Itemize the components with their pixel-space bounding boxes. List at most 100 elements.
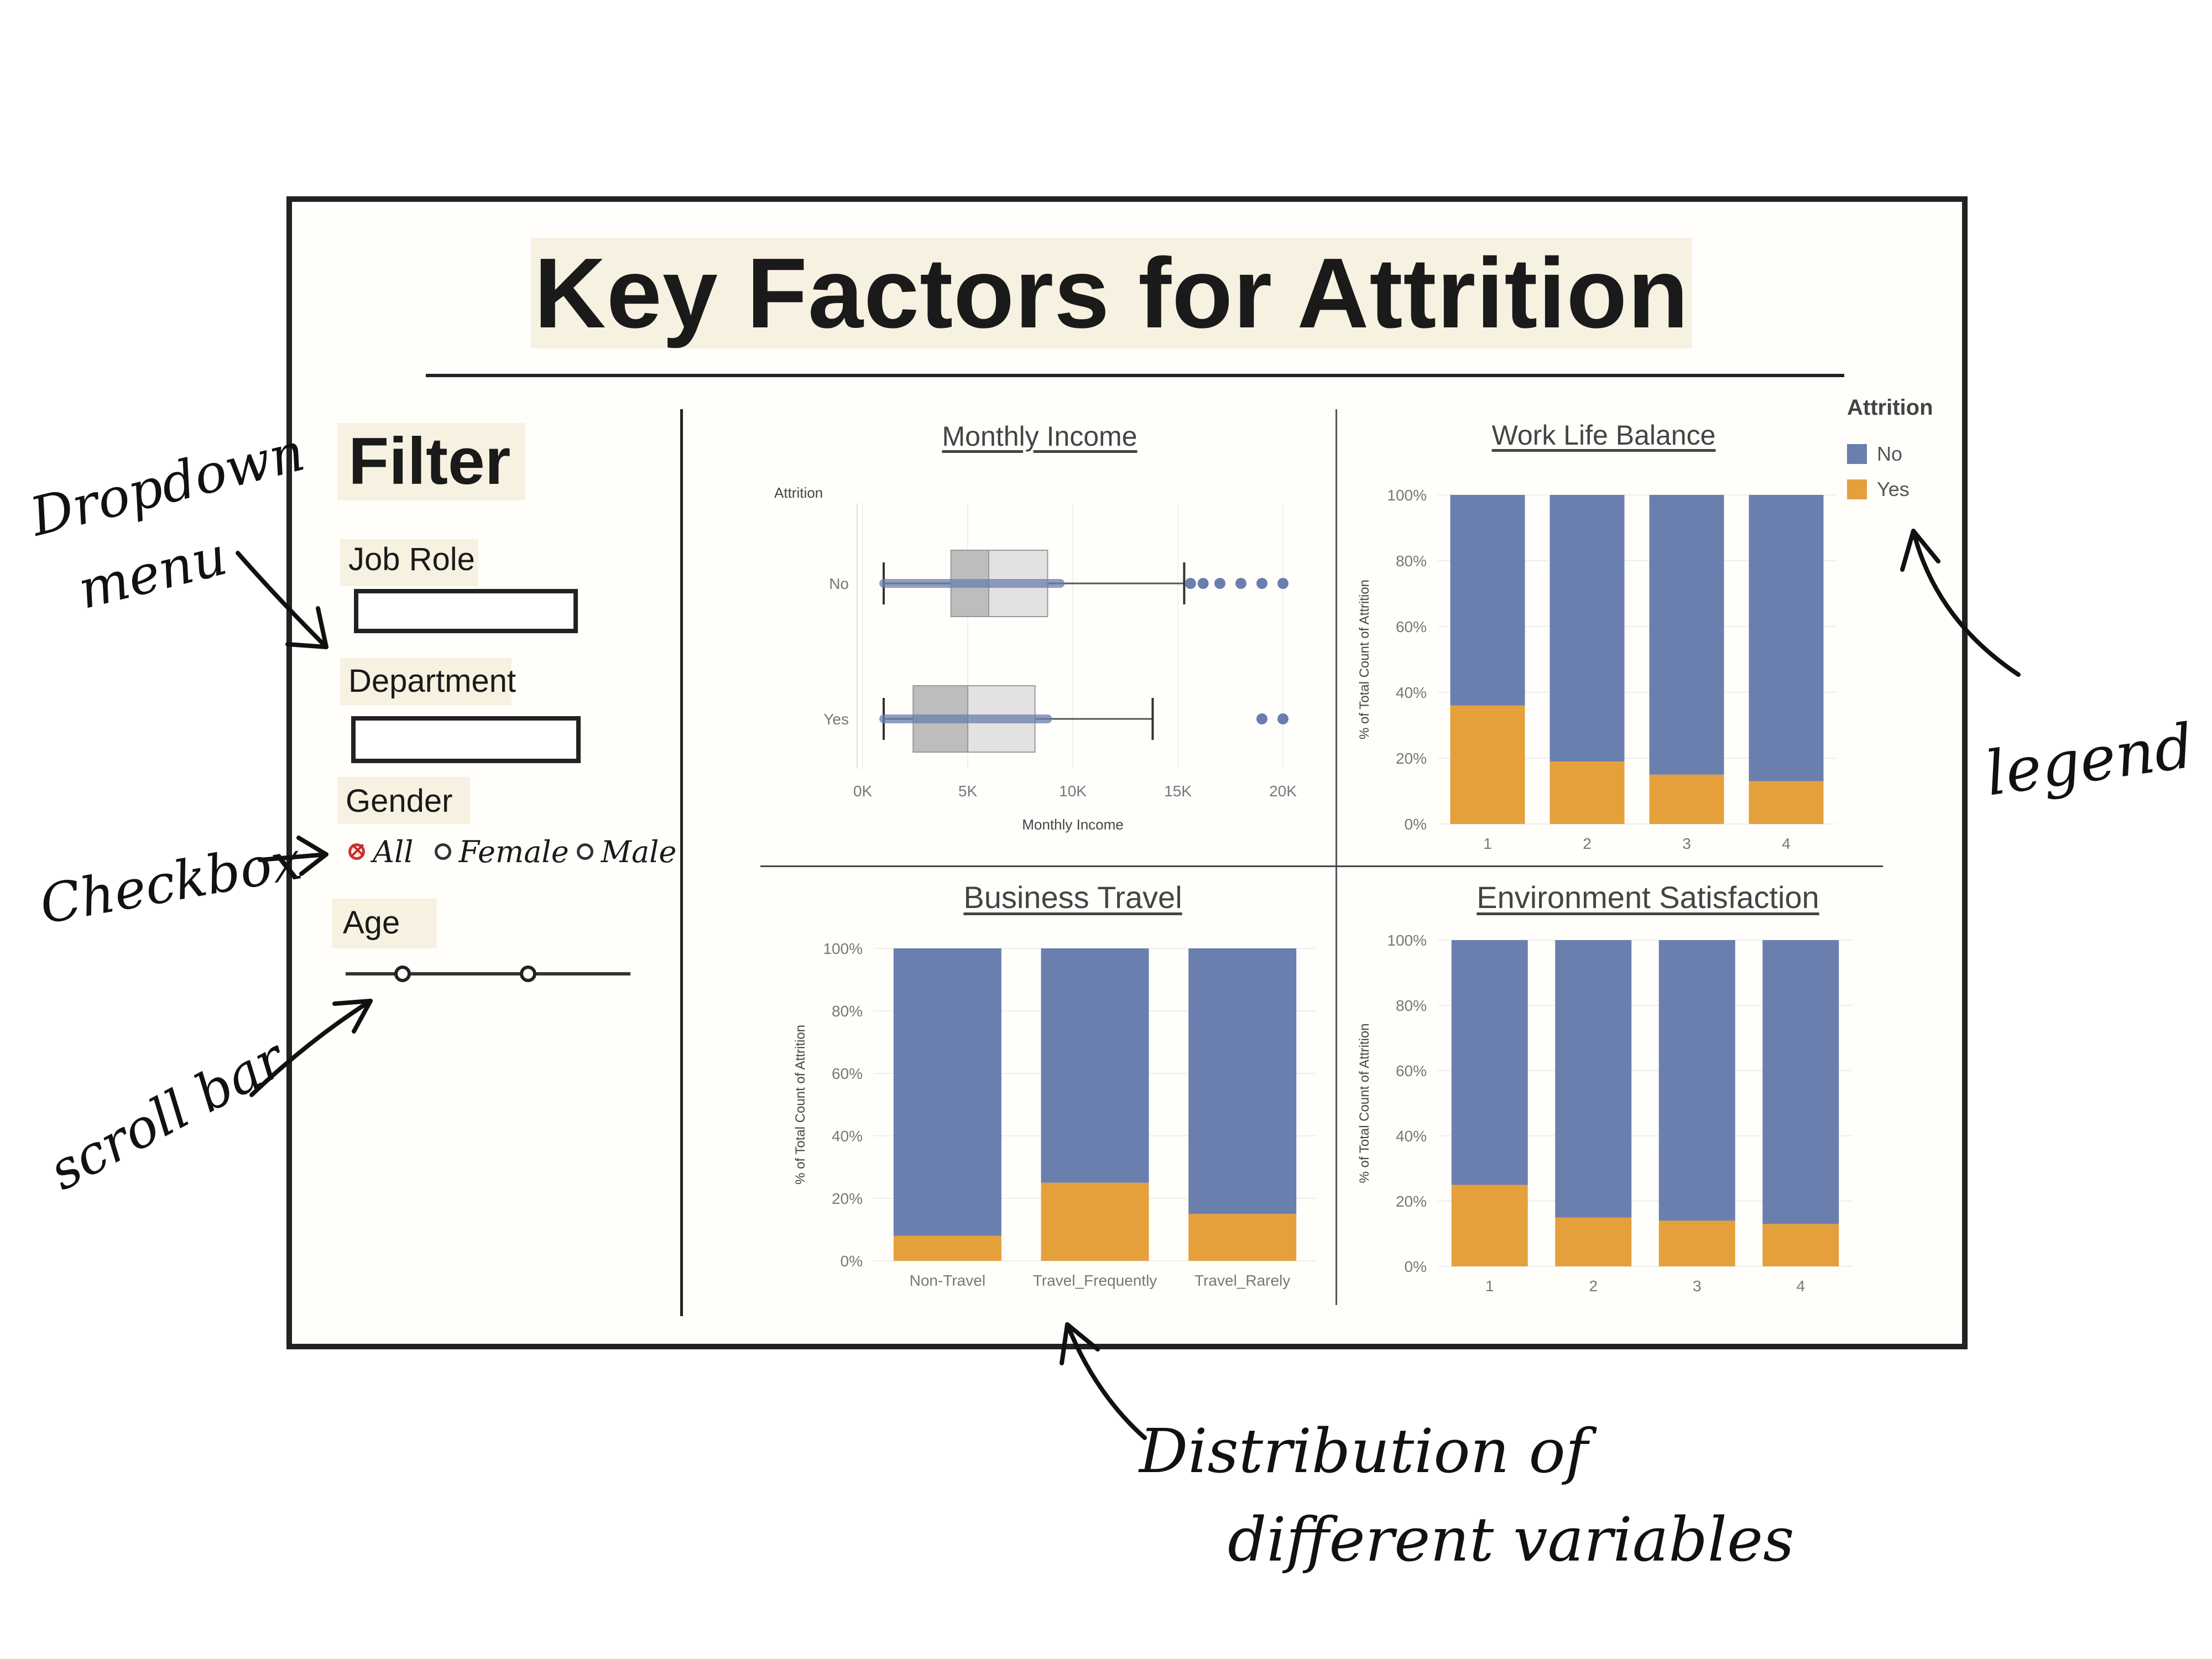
bar-segment-no <box>1451 940 1528 1185</box>
bar-y-tick-label: 100% <box>823 940 863 957</box>
filter-heading-highlight <box>337 423 525 500</box>
boxplot-x-axis-title: Monthly Income <box>1022 816 1124 833</box>
age-label-highlight <box>332 899 437 948</box>
boxplot-outlier-point <box>1214 578 1225 589</box>
bar-y-tick-label: 60% <box>1396 1062 1427 1079</box>
boxplot-outlier-point <box>1256 713 1267 724</box>
bar-segment-no <box>893 948 1001 1236</box>
business-travel-chart: % of Total Count of Attrition 0% 20% 40% 60%… <box>793 940 1316 1289</box>
bar-y-tick-label: 100% <box>1387 487 1427 504</box>
bar-segment-yes <box>1749 781 1824 824</box>
chart-column-divider <box>1335 409 1337 1305</box>
page-title: Key Factors for Attrition <box>534 237 1689 349</box>
arrow-to-dropdown <box>236 551 328 649</box>
bar-segment-no <box>1450 495 1525 706</box>
bar-segment-yes <box>1188 1214 1297 1261</box>
bar-y-tick-label: 60% <box>832 1065 863 1082</box>
bar-segment-yes <box>1762 1224 1839 1266</box>
bar-y-axis-title: % of Total Count of Attrition <box>1357 1023 1372 1183</box>
bar-x-tick-label: 2 <box>1583 835 1592 852</box>
job-role-label-highlight <box>340 539 478 586</box>
bar-x-tick-label: 3 <box>1682 835 1691 852</box>
boxplot-outlier-point <box>1277 578 1288 589</box>
gender-all-label: All <box>373 834 414 869</box>
gender-male-label: Male <box>601 834 677 869</box>
boxplot-outlier-point <box>1197 578 1209 589</box>
bar-x-tick-label: Travel_Rarely <box>1194 1272 1290 1289</box>
job-role-label: Job Role <box>348 541 475 577</box>
bar-x-tick-label: 4 <box>1796 1277 1805 1295</box>
bar-segment-no <box>1649 495 1724 775</box>
boxplot-category-label: Yes <box>823 711 849 728</box>
department-label-highlight <box>340 658 512 705</box>
legend-title: Attrition <box>1847 395 1933 420</box>
bar-y-tick-label: 20% <box>1396 1193 1427 1210</box>
environment-satisfaction-chart: % of Total Count of Attrition 0% 20% 40% 60%… <box>1357 932 1853 1295</box>
bar-segment-yes <box>1041 1182 1149 1261</box>
boxplot-outlier-point <box>1235 578 1246 589</box>
bar-x-tick-label: 4 <box>1782 835 1791 852</box>
boxplot-x-tick-label: 5K <box>958 782 978 800</box>
department-dropdown[interactable] <box>351 716 581 763</box>
gender-female-checkbox[interactable] <box>434 843 451 860</box>
work-life-balance-chart: % of Total Count of Attrition 0% 20% 40% 60%… <box>1357 487 1836 852</box>
legend-swatch-yes <box>1847 479 1867 499</box>
legend-item-yes: Yes <box>1847 478 1933 501</box>
gender-male-checkbox[interactable] <box>576 843 593 860</box>
chart-title-environment-satisfaction: Environment Satisfaction <box>1477 880 1819 915</box>
job-role-dropdown[interactable] <box>354 589 578 633</box>
boxplot-outlier-point <box>1185 578 1196 589</box>
legend-label-no: No <box>1877 442 1903 465</box>
arrow-head-legend <box>1900 529 1940 572</box>
arrow-to-legend <box>1911 529 2021 677</box>
bar-y-tick-label: 60% <box>1396 618 1427 635</box>
arrow-to-checkbox <box>258 852 328 862</box>
bar-segment-no <box>1188 948 1297 1214</box>
bar-segment-no <box>1555 940 1632 1218</box>
arrow-head-checkbox <box>296 836 328 876</box>
bar-segment-yes <box>1555 1217 1632 1266</box>
department-label: Department <box>348 663 517 699</box>
bar-y-axis-title: % of Total Count of Attrition <box>1357 580 1372 739</box>
gender-checkbox-group: All Female Male <box>348 832 676 871</box>
bar-y-tick-label: 80% <box>1396 997 1427 1014</box>
chart-row-divider <box>760 865 1883 867</box>
chart-title-work-life-balance: Work Life Balance <box>1491 420 1716 451</box>
arrow-head-charts <box>1060 1322 1100 1365</box>
bar-segment-yes <box>1550 761 1625 824</box>
bar-y-tick-label: 0% <box>1405 1258 1427 1275</box>
annotation-distribution-line2: different variables <box>1228 1504 1794 1575</box>
bar-x-tick-label: 1 <box>1485 1277 1494 1295</box>
arrow-head-scrollbar <box>332 999 373 1034</box>
bar-y-tick-label: 0% <box>1405 816 1427 833</box>
bar-y-tick-label: 100% <box>1387 932 1427 949</box>
gender-all-checkbox[interactable] <box>348 838 367 863</box>
boxplot-category-label: No <box>829 575 849 592</box>
bar-x-tick-label: 3 <box>1693 1277 1702 1295</box>
boxplot-outlier-point <box>1256 578 1267 589</box>
chart-title-monthly-income: Monthly Income <box>942 421 1138 452</box>
bar-x-tick-label: Non-Travel <box>910 1272 985 1289</box>
chart-title-business-travel: Business Travel <box>963 880 1182 915</box>
boxplot-outlier-point <box>1277 713 1288 724</box>
bar-y-tick-label: 40% <box>832 1128 863 1145</box>
boxplot-x-tick-label: 15K <box>1164 782 1192 800</box>
age-slider-min-handle[interactable] <box>394 966 411 982</box>
arrow-to-charts <box>1065 1322 1147 1440</box>
arrow-head-dropdown <box>285 606 328 649</box>
age-slider-max-handle[interactable] <box>519 966 536 982</box>
gender-label: Gender <box>346 783 453 819</box>
bar-segment-yes <box>1451 1185 1528 1266</box>
gender-female-label: Female <box>458 834 569 869</box>
bar-y-tick-label: 80% <box>832 1003 863 1020</box>
age-slider-track[interactable] <box>346 972 630 975</box>
bar-y-tick-label: 20% <box>832 1190 863 1207</box>
bar-y-tick-label: 40% <box>1396 1128 1427 1145</box>
boxplot-x-tick-label: 0K <box>853 782 873 800</box>
filter-divider <box>680 409 683 1316</box>
bar-segment-yes <box>893 1235 1001 1261</box>
title-highlight-bg <box>531 238 1692 348</box>
bar-x-tick-label: 2 <box>1589 1277 1598 1295</box>
legend-label-yes: Yes <box>1877 478 1910 500</box>
